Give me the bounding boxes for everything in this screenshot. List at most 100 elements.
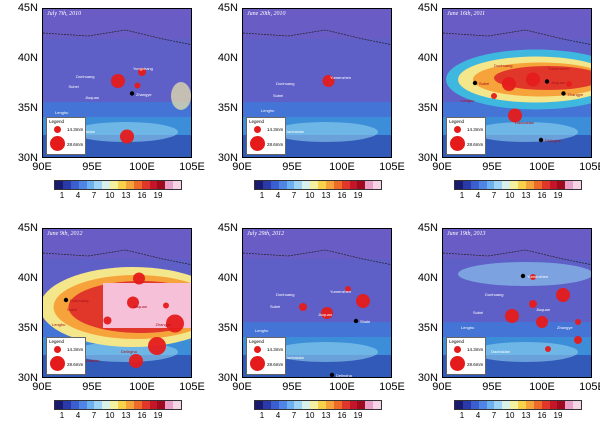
station-label: Delingha (121, 349, 137, 354)
y-tick-label: 35N (417, 102, 438, 114)
legend-box: Legend 14.3mm 28.6mm (246, 337, 286, 375)
colorbar-tick-label: 16 (137, 411, 147, 420)
colorbar-tick-label: 1 (459, 411, 465, 420)
colorbar-tick-label: 10 (105, 191, 115, 200)
x-tick-label: 100E (529, 381, 555, 393)
colorbar-tick-label: 4 (475, 411, 481, 420)
colorbar-segment (349, 401, 358, 409)
precip-circle (356, 294, 370, 308)
colorbar-tick-label: 4 (275, 191, 281, 200)
station-label: Subei (270, 304, 281, 309)
colorbar-segment (341, 401, 350, 409)
legend-large-label: 28.6mm (267, 142, 284, 147)
y-tick-label: 30N (17, 372, 38, 384)
colorbar-segment (278, 181, 287, 189)
legend-small-label: 14.3mm (267, 347, 284, 352)
station-label: Jiuquan (536, 307, 551, 312)
legend-large-label: 28.6mm (67, 142, 84, 147)
colorbar-segment (325, 401, 334, 409)
colorbar-tick-label: 13 (121, 411, 131, 420)
x-tick-label: 105E (179, 161, 205, 173)
colorbar-segment (110, 181, 118, 189)
colorbar-tick-label: 1 (259, 191, 265, 200)
colorbar-segment (357, 401, 366, 409)
precip-circle (120, 129, 134, 144)
colorbar-segment (270, 181, 279, 189)
station-label: Dachaidan (491, 349, 511, 354)
colorbar-segment (133, 401, 142, 409)
precip-circle (566, 81, 572, 87)
precip-circle (345, 286, 351, 292)
colorbar-segment (470, 181, 479, 189)
x-tick-label: 90E (232, 161, 252, 173)
precipitation-map: Dunhuang Subei Jiuquan Lenghu Zhangye Delingh… (42, 228, 192, 378)
station-dot (538, 137, 544, 143)
colorbar-segment (365, 401, 374, 409)
colorbar-segment (478, 181, 487, 189)
colorbar-segment (94, 401, 103, 409)
country-border (443, 249, 591, 265)
station-label: Lenghu (261, 108, 275, 113)
colorbar-segment (502, 401, 511, 409)
field-light-patch (273, 342, 378, 362)
colorbar-tick-label: 7 (491, 411, 497, 420)
colorbar-segment (478, 401, 487, 409)
colorbar-tick-label: 10 (505, 191, 515, 200)
colorbar-tick-label: 16 (137, 191, 147, 200)
station-label: Yongchang (133, 66, 153, 71)
station-label: Yumenzhen (548, 66, 570, 71)
legend-small-symbol (54, 346, 61, 353)
y-tick-label: 35N (417, 322, 438, 334)
colorbar-segment (294, 401, 303, 409)
x-tick-label: 95E (282, 381, 302, 393)
colorbar-segment (262, 181, 271, 189)
legend-box: Legend 14.3mm 28.6mm (46, 117, 86, 155)
colorbar (454, 180, 582, 190)
colorbar-tick-label: 7 (291, 191, 297, 200)
field-band-north (243, 9, 391, 39)
legend-small-label: 14.3mm (67, 347, 84, 352)
y-tick-label: 40N (17, 52, 38, 64)
colorbar-segment (549, 181, 558, 189)
precip-circle (491, 93, 497, 99)
colorbar-segment (141, 401, 150, 409)
legend-box: Legend 14.3mm 28.6mm (446, 117, 486, 155)
legend-title: Legend (49, 119, 65, 124)
colorbar-segment (318, 181, 326, 189)
legend-large-symbol (50, 136, 65, 151)
colorbar-segment (102, 181, 111, 189)
precip-circle (129, 354, 143, 368)
station-dot (63, 297, 69, 303)
x-tick-label: 90E (32, 381, 52, 393)
colorbar-segment (333, 401, 342, 409)
station-label: Subei (479, 81, 490, 86)
x-tick-label: 90E (32, 161, 52, 173)
colorbar-segment (157, 401, 166, 409)
x-tick-label: 105E (379, 161, 405, 173)
station-label: Delingha (545, 138, 561, 143)
station-label: Dachaidan (285, 129, 305, 134)
station-label: Delingha (336, 373, 352, 378)
x-tick-label: 100E (329, 381, 355, 393)
colorbar-segment (502, 181, 511, 189)
colorbar-tick-label: 1 (59, 191, 65, 200)
colorbar-segment (62, 401, 71, 409)
station-dot (520, 273, 526, 279)
field-light-patch (473, 122, 578, 142)
y-tick-label: 40N (217, 272, 238, 284)
precip-circle (502, 77, 516, 91)
legend-title: Legend (49, 339, 65, 344)
legend-title: Legend (249, 119, 265, 124)
colorbar-segment (518, 181, 526, 189)
colorbar-segment (525, 181, 534, 189)
precip-circle (321, 307, 333, 319)
y-tick-label: 30N (217, 372, 238, 384)
colorbar-segment (149, 181, 158, 189)
legend-small-symbol (254, 126, 261, 133)
colorbar-tick-label: 4 (75, 411, 81, 420)
station-dot (129, 91, 135, 96)
precip-circle (138, 68, 146, 76)
precip-circle (148, 337, 166, 355)
colorbar-segment (357, 181, 366, 189)
